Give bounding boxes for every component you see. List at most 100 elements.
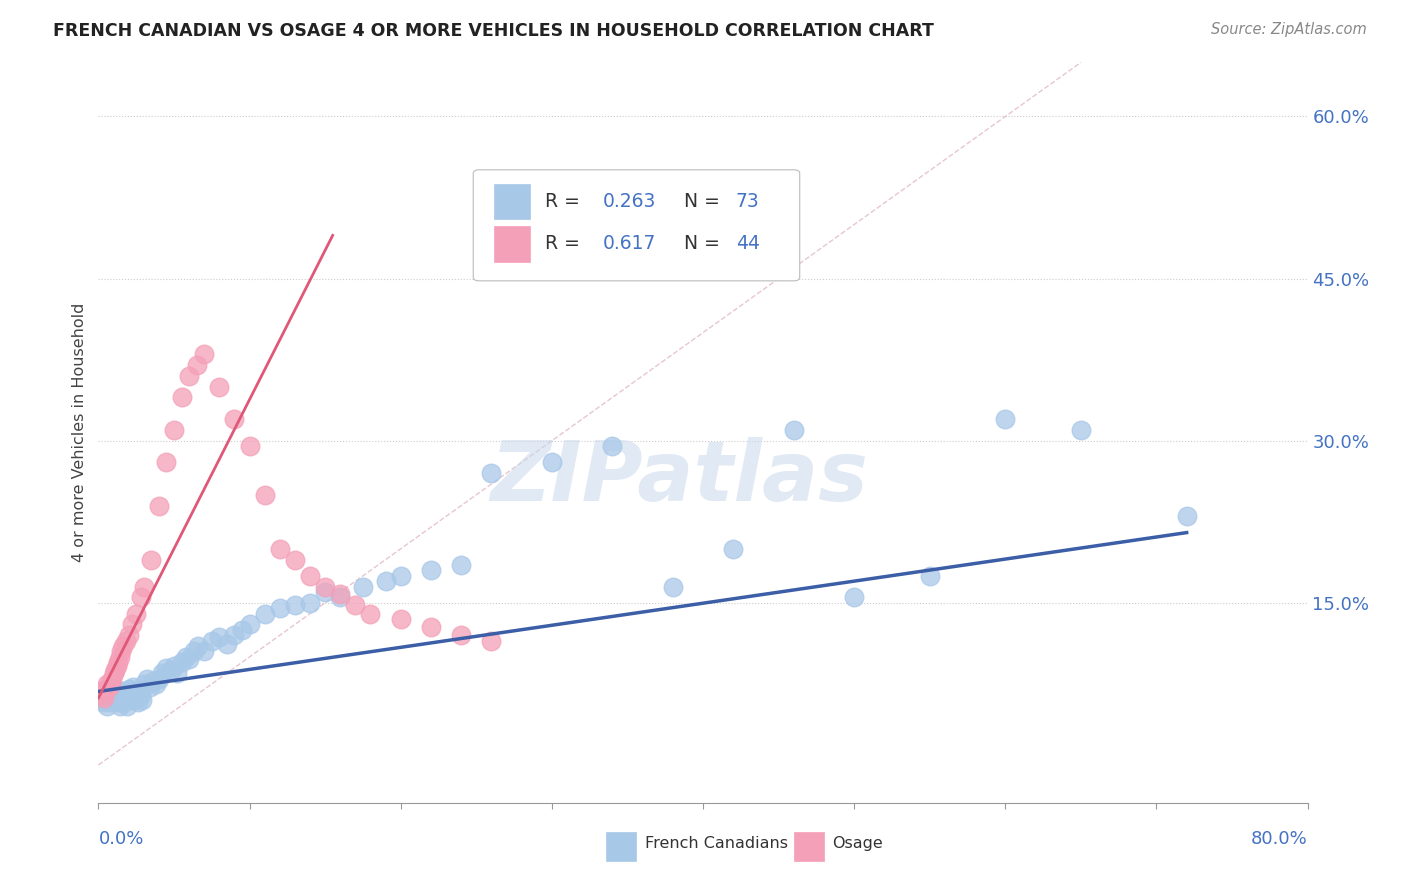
Point bbox=[110, 684, 132, 698]
Point bbox=[540, 455, 562, 469]
Point bbox=[132, 580, 155, 594]
Point bbox=[148, 499, 170, 513]
Point bbox=[111, 639, 134, 653]
Point bbox=[112, 695, 135, 709]
Point bbox=[215, 637, 238, 651]
Point bbox=[253, 607, 276, 621]
Point bbox=[155, 455, 177, 469]
Point bbox=[94, 682, 117, 697]
Point bbox=[101, 672, 124, 686]
Point bbox=[253, 488, 276, 502]
Point bbox=[783, 423, 806, 437]
Point bbox=[844, 591, 866, 605]
Point bbox=[170, 391, 193, 405]
Point bbox=[129, 591, 152, 605]
Text: 0.0%: 0.0% bbox=[98, 830, 143, 847]
Point bbox=[193, 347, 215, 361]
Point bbox=[284, 598, 307, 612]
Point bbox=[125, 688, 148, 702]
Point bbox=[602, 439, 624, 453]
Point bbox=[231, 623, 253, 637]
Text: R =: R = bbox=[544, 192, 592, 211]
FancyBboxPatch shape bbox=[494, 184, 530, 219]
FancyBboxPatch shape bbox=[494, 226, 530, 261]
Point bbox=[239, 439, 262, 453]
Point bbox=[107, 693, 129, 707]
Point bbox=[170, 655, 193, 669]
Point bbox=[481, 466, 503, 480]
Point bbox=[114, 693, 136, 707]
Point bbox=[93, 693, 115, 707]
Point bbox=[269, 541, 291, 556]
Point bbox=[193, 644, 215, 658]
Point bbox=[128, 684, 150, 698]
Point bbox=[179, 368, 201, 383]
Point bbox=[142, 673, 165, 688]
Point bbox=[118, 628, 141, 642]
Point bbox=[166, 666, 188, 681]
Point bbox=[108, 649, 131, 664]
Point bbox=[450, 628, 472, 642]
Point bbox=[269, 601, 291, 615]
Text: 0.263: 0.263 bbox=[603, 192, 657, 211]
Point bbox=[120, 688, 142, 702]
Point bbox=[104, 663, 127, 677]
Point bbox=[141, 552, 163, 566]
Point bbox=[150, 666, 173, 681]
Point bbox=[100, 693, 122, 707]
Point bbox=[94, 688, 117, 702]
Text: Source: ZipAtlas.com: Source: ZipAtlas.com bbox=[1211, 22, 1367, 37]
Point bbox=[124, 693, 146, 707]
Point bbox=[374, 574, 396, 589]
Point bbox=[104, 690, 127, 705]
Text: 0.617: 0.617 bbox=[603, 235, 657, 253]
Point bbox=[115, 698, 138, 713]
Point bbox=[450, 558, 472, 572]
Point bbox=[145, 677, 167, 691]
Point bbox=[129, 688, 152, 702]
Text: N =: N = bbox=[683, 235, 725, 253]
Point bbox=[91, 688, 114, 702]
Point bbox=[91, 695, 114, 709]
Point bbox=[118, 682, 141, 697]
Point bbox=[155, 661, 177, 675]
Point bbox=[208, 631, 231, 645]
Text: N =: N = bbox=[683, 192, 725, 211]
Point bbox=[314, 580, 336, 594]
Text: R =: R = bbox=[544, 235, 592, 253]
Point bbox=[122, 680, 145, 694]
FancyBboxPatch shape bbox=[606, 832, 637, 861]
Point bbox=[105, 658, 128, 673]
Point bbox=[344, 598, 367, 612]
Point bbox=[127, 695, 149, 709]
Text: FRENCH CANADIAN VS OSAGE 4 OR MORE VEHICLES IN HOUSEHOLD CORRELATION CHART: FRENCH CANADIAN VS OSAGE 4 OR MORE VEHIC… bbox=[53, 22, 935, 40]
Point bbox=[284, 552, 307, 566]
Point bbox=[103, 666, 125, 681]
Point bbox=[186, 358, 208, 372]
Point bbox=[224, 628, 246, 642]
Point bbox=[131, 693, 153, 707]
Point bbox=[98, 695, 121, 709]
FancyBboxPatch shape bbox=[793, 832, 824, 861]
Point bbox=[179, 652, 201, 666]
Point bbox=[163, 423, 186, 437]
Point bbox=[107, 655, 129, 669]
Point bbox=[352, 580, 374, 594]
Point bbox=[93, 690, 115, 705]
Text: French Canadians: French Canadians bbox=[645, 836, 787, 851]
Point bbox=[201, 633, 224, 648]
Point bbox=[918, 569, 941, 583]
Point bbox=[1070, 423, 1092, 437]
Point bbox=[100, 673, 122, 688]
Point bbox=[329, 587, 352, 601]
Text: Osage: Osage bbox=[832, 836, 883, 851]
Text: 44: 44 bbox=[735, 235, 759, 253]
Point bbox=[125, 607, 148, 621]
Point bbox=[139, 680, 162, 694]
Point bbox=[1175, 509, 1198, 524]
Point bbox=[132, 677, 155, 691]
Point bbox=[661, 580, 683, 594]
Point bbox=[389, 612, 412, 626]
Point bbox=[148, 672, 170, 686]
Point bbox=[299, 596, 322, 610]
